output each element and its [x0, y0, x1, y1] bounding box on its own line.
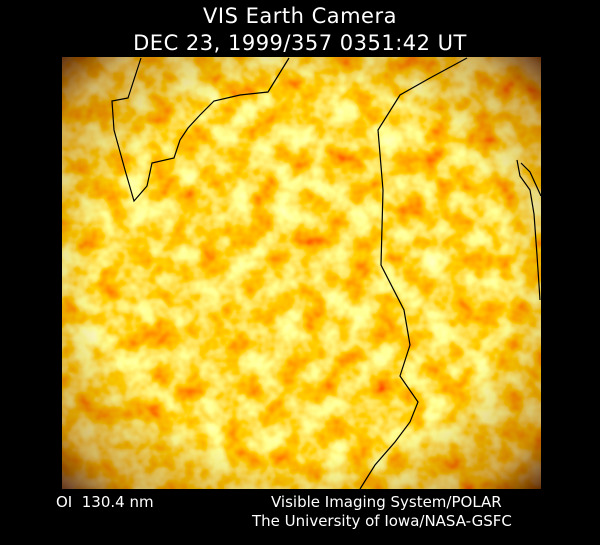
title: VIS Earth Camera: [203, 4, 397, 28]
coastline: [359, 57, 468, 490]
coastline: [111, 57, 290, 203]
coastline: [516, 159, 541, 301]
coastlines: [111, 57, 542, 490]
credit: The University of Iowa/NASA-GSFC: [252, 512, 512, 530]
filter-label: OI 130.4 nm: [56, 493, 154, 511]
credit: Visible Imaging System/POLAR: [271, 493, 502, 511]
timestamp: DEC 23, 1999/357 0351:42 UT: [133, 31, 467, 55]
coastline: [520, 162, 542, 197]
image-vignette: [62, 57, 541, 489]
